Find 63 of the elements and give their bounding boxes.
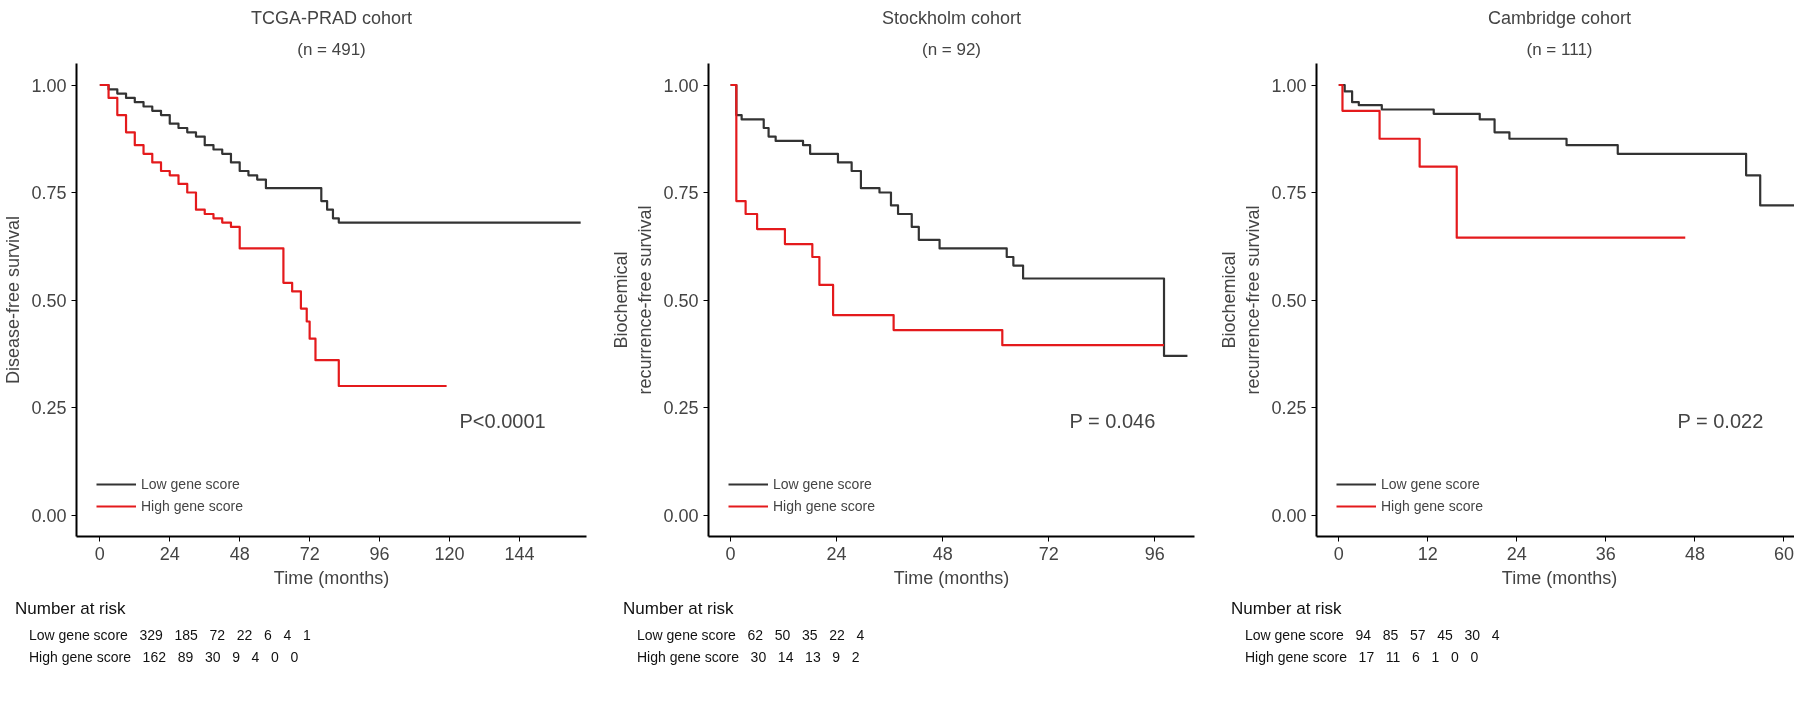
y-axis-title: Biochemical recurrence-free survival [611, 205, 656, 395]
x-tick-label: 144 [504, 543, 535, 564]
text: High gene score 17 11 6 1 0 0 [1245, 648, 1480, 668]
y-tick-label: 0.00 [31, 505, 67, 526]
y-tick-label: 0.00 [663, 505, 699, 526]
y-tick-label: 0.00 [1271, 505, 1307, 526]
y-tick-label: 1.00 [663, 75, 699, 96]
x-tick-label: 96 [1144, 543, 1165, 564]
y-tick-label: 1.00 [31, 75, 67, 96]
y-tick-label: 0.50 [663, 290, 699, 311]
x-tick-label: 48 [1684, 543, 1705, 564]
y-tick-label: 0.25 [1271, 398, 1307, 418]
text: Number at risk [623, 598, 735, 620]
legend-label: High gene score [773, 498, 875, 514]
chart-title: Stockholm cohort [881, 7, 1022, 28]
chart-title: Cambridge cohort [1487, 7, 1632, 28]
y-tick-label: 0.75 [31, 183, 67, 203]
text: High gene score 162 89 30 9 4 0 0 [29, 648, 300, 668]
annotation: P<0.0001 [459, 410, 546, 433]
x-tick-label: 12 [1417, 543, 1438, 564]
y-tick-label: 0.25 [663, 398, 699, 418]
y-tick-label: 1.00 [1271, 75, 1307, 96]
y-tick-label: 0.75 [663, 183, 699, 203]
chart-subtitle: (n = 491) [297, 39, 366, 59]
y-axis-title: Disease-free survival [3, 215, 24, 385]
text: Low gene score 94 85 57 45 30 4 [1245, 626, 1500, 646]
x-axis-title: Time (months) [1501, 567, 1618, 588]
chart-subtitle: (n = 92) [921, 39, 982, 59]
legend-label: Low gene score [1381, 476, 1480, 492]
annotation: P = 0.022 [1677, 410, 1764, 433]
y-tick-label: 0.50 [31, 290, 67, 311]
x-tick-label: 0 [725, 543, 736, 564]
x-axis-title: Time (months) [893, 567, 1010, 588]
y-axis-title: Biochemical recurrence-free survival [1219, 205, 1264, 395]
chart-title: TCGA-PRAD cohort [250, 7, 413, 28]
text: Number at risk [15, 598, 127, 620]
legend-label: Low gene score [773, 476, 872, 492]
x-tick-label: 24 [159, 543, 180, 564]
text: High gene score 30 14 13 9 2 [637, 648, 861, 668]
annotation: P = 0.046 [1069, 410, 1156, 433]
y-tick-label: 0.25 [31, 398, 67, 418]
x-tick-label: 0 [1333, 543, 1344, 564]
text: Low gene score 62 50 35 22 4 [637, 626, 865, 646]
y-tick-label: 0.50 [1271, 290, 1307, 311]
x-tick-label: 36 [1595, 543, 1616, 564]
text: Number at risk [1231, 598, 1343, 620]
text: Low gene score 329 185 72 22 6 4 1 [29, 626, 311, 646]
y-tick-label: 0.75 [1271, 183, 1307, 203]
x-tick-label: 72 [299, 543, 320, 564]
legend-label: High gene score [141, 498, 243, 514]
x-axis-title: Time (months) [273, 567, 390, 588]
x-tick-label: 96 [369, 543, 390, 564]
x-tick-label: 120 [434, 543, 465, 564]
x-tick-label: 48 [229, 543, 250, 564]
x-tick-label: 72 [1038, 543, 1059, 564]
x-tick-label: 24 [1506, 543, 1527, 564]
legend-label: High gene score [1381, 498, 1483, 514]
legend-label: Low gene score [141, 476, 240, 492]
x-tick-label: 0 [94, 543, 105, 564]
x-tick-label: 60 [1773, 543, 1794, 564]
x-tick-label: 24 [826, 543, 847, 564]
chart-subtitle: (n = 111) [1526, 39, 1593, 59]
x-tick-label: 48 [932, 543, 953, 564]
